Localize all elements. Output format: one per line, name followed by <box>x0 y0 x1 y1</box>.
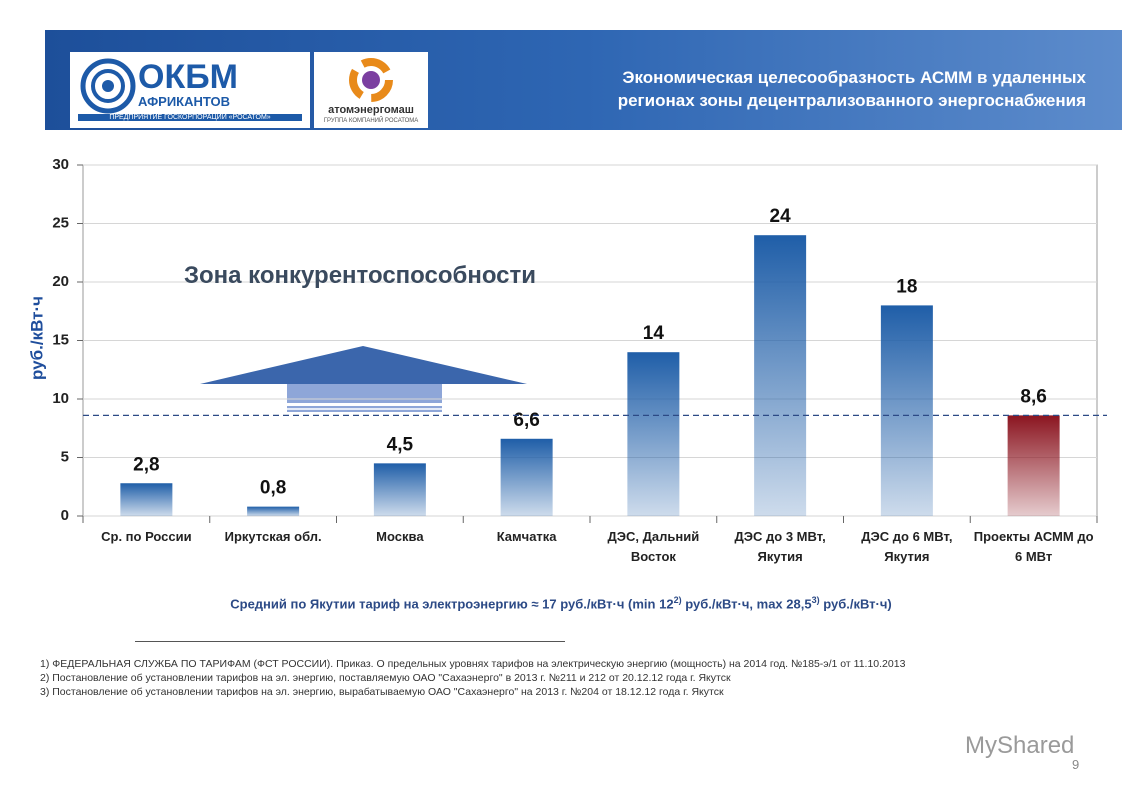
bar <box>1007 415 1060 516</box>
logo-box: ОКБМ АФРИКАНТОВ ПРЕДПРИЯТИЕ ГОСКОРПОРАЦИ… <box>70 52 310 128</box>
title-line: регионах зоны децентрализованного энерго… <box>617 91 1086 110</box>
separator <box>135 641 565 642</box>
bar <box>247 506 300 516</box>
arrow-head <box>200 346 527 384</box>
logo-icon <box>80 58 136 114</box>
x-tick-label: ДЭС, Дальний Восток <box>607 529 700 564</box>
bar <box>880 305 933 516</box>
logo-sub: АФРИКАНТОВ <box>138 94 231 109</box>
logo-caption: ГРУППА КОМПАНИЙ РОСАТОМА <box>323 118 419 124</box>
note: Средний по Якутии тариф на электроэнерги… <box>0 595 1122 611</box>
x-tick-label: ДЭС до 3 МВт, Якутия <box>734 529 826 564</box>
x-tick-label: Камчатка <box>496 529 557 544</box>
logo-box: атомэнергомаш ГРУППА КОМПАНИЙ РОСАТОМА <box>314 52 428 128</box>
y-tick-label: 30 <box>52 156 69 173</box>
value-label: 14 <box>643 323 665 344</box>
logo-caption: ПРЕДПРИЯТИЕ ГОСКОРПОРАЦИИ «РОСАТОМ» <box>78 114 302 121</box>
value-label: 4,5 <box>387 434 414 455</box>
note-sup: 3) <box>811 595 820 605</box>
x-tick-label: Ср. по России <box>101 529 192 544</box>
bar <box>373 463 426 516</box>
note-text: Средний по Якутии тариф на электроэнерги… <box>230 596 674 612</box>
footnote: 1) ФЕДЕРАЛЬНАЯ СЛУЖБА ПО ТАРИФАМ (ФСТ РО… <box>40 658 906 670</box>
y-tick-label: 0 <box>61 507 69 524</box>
x-tick-label: Иркутская обл. <box>224 529 322 544</box>
watermark: MyShared <box>965 732 1075 759</box>
logo-name: атомэнергомаш <box>328 104 414 116</box>
value-label: 8,6 <box>1020 386 1046 407</box>
arrow-stripe <box>287 408 442 410</box>
page-number: 9 <box>1072 757 1080 772</box>
arrow-stripe <box>287 403 442 406</box>
header-title: Экономическая целесообразность АСММ в уд… <box>618 66 1086 112</box>
value-label: 18 <box>896 276 917 297</box>
footnotes: 1) ФЕДЕРАЛЬНАЯ СЛУЖБА ПО ТАРИФАМ (ФСТ РО… <box>40 657 905 699</box>
title-line: Экономическая целесообразность АСММ в уд… <box>622 68 1086 87</box>
logo-icon <box>349 58 393 102</box>
value-label: 2,8 <box>133 454 159 475</box>
value-label: 6,6 <box>513 410 539 431</box>
y-tick-label: 25 <box>52 214 69 231</box>
y-tick-label: 15 <box>52 331 69 348</box>
y-tick-label: 10 <box>52 390 69 407</box>
note-text: руб./кВт·ч, max 28,5 <box>681 596 812 612</box>
note-sup: 2) <box>673 595 682 605</box>
bar <box>500 438 553 516</box>
logo-name: ОКБМ <box>138 58 238 96</box>
value-label: 24 <box>770 206 792 227</box>
y-axis-title: руб./кВт·ч <box>27 296 46 380</box>
y-tick-label: 5 <box>61 448 69 465</box>
x-tick-label: ДЭС до 6 МВт, Якутия <box>861 529 953 564</box>
x-tick-label: Москва <box>376 529 424 544</box>
footnote: 3) Постановление об установлении тарифов… <box>40 686 724 698</box>
arrow-stem <box>287 384 442 412</box>
footnote: 2) Постановление об установлении тарифов… <box>40 672 731 684</box>
x-tick-label: Проекты АСММ до 6 МВт <box>973 529 1094 564</box>
note-text: руб./кВт·ч) <box>819 596 892 612</box>
bar <box>754 235 807 516</box>
chart: руб./кВт·ч 0 5 10 15 20 25 30 2,8 0,8 4,5 6,6 14 24 1… <box>27 156 1107 524</box>
annotation: Зона конкурентоспособности <box>183 262 537 289</box>
y-tick-label: 20 <box>52 273 69 290</box>
bar <box>120 483 173 516</box>
bar <box>627 352 680 516</box>
value-label: 0,8 <box>260 478 286 499</box>
